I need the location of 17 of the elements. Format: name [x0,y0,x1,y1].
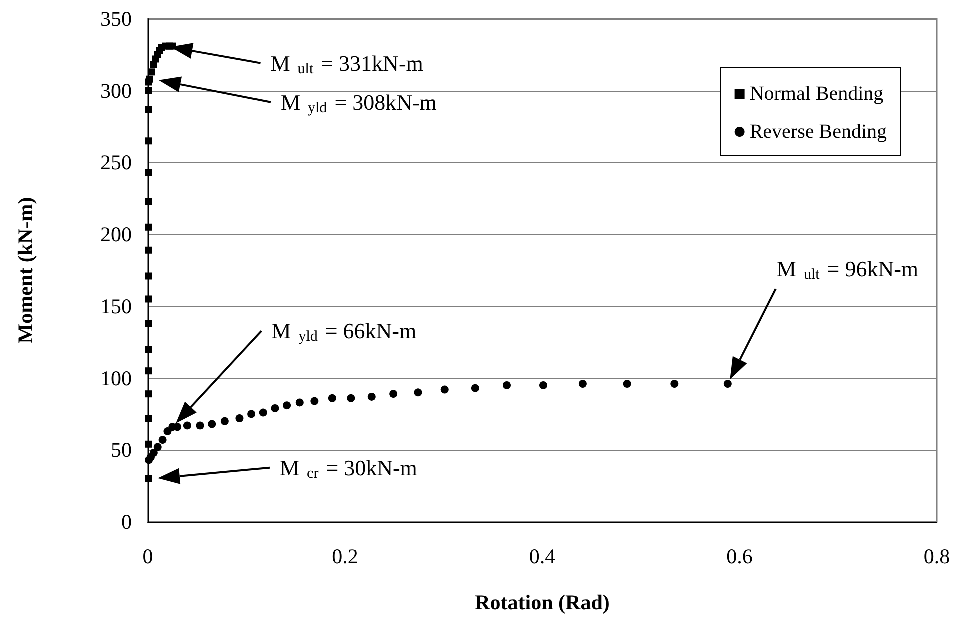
x-axis-title: Rotation (Rad) [475,590,610,614]
y-tick-label: 350 [100,7,132,31]
x-tick-label: 0.6 [726,544,753,568]
x-tick-label: 0.8 [924,544,950,568]
x-tick-label: 0.2 [332,544,358,568]
y-tick-label: 50 [111,438,132,462]
y-tick-label: 150 [100,294,132,318]
y-tick-label: 100 [100,366,132,390]
y-tick-label: 250 [100,150,132,175]
y-tick-label: 200 [100,222,132,247]
legend-label: Reverse Bending [750,121,887,143]
y-tick-label: 300 [100,78,132,103]
y-axis-title: Moment (kN-m) [14,197,38,344]
x-tick-label: 0 [142,544,154,568]
y-tick-label: 0 [122,510,132,534]
legend-label: Normal Bending [750,83,884,105]
x-tick-label: 0.4 [529,544,556,568]
